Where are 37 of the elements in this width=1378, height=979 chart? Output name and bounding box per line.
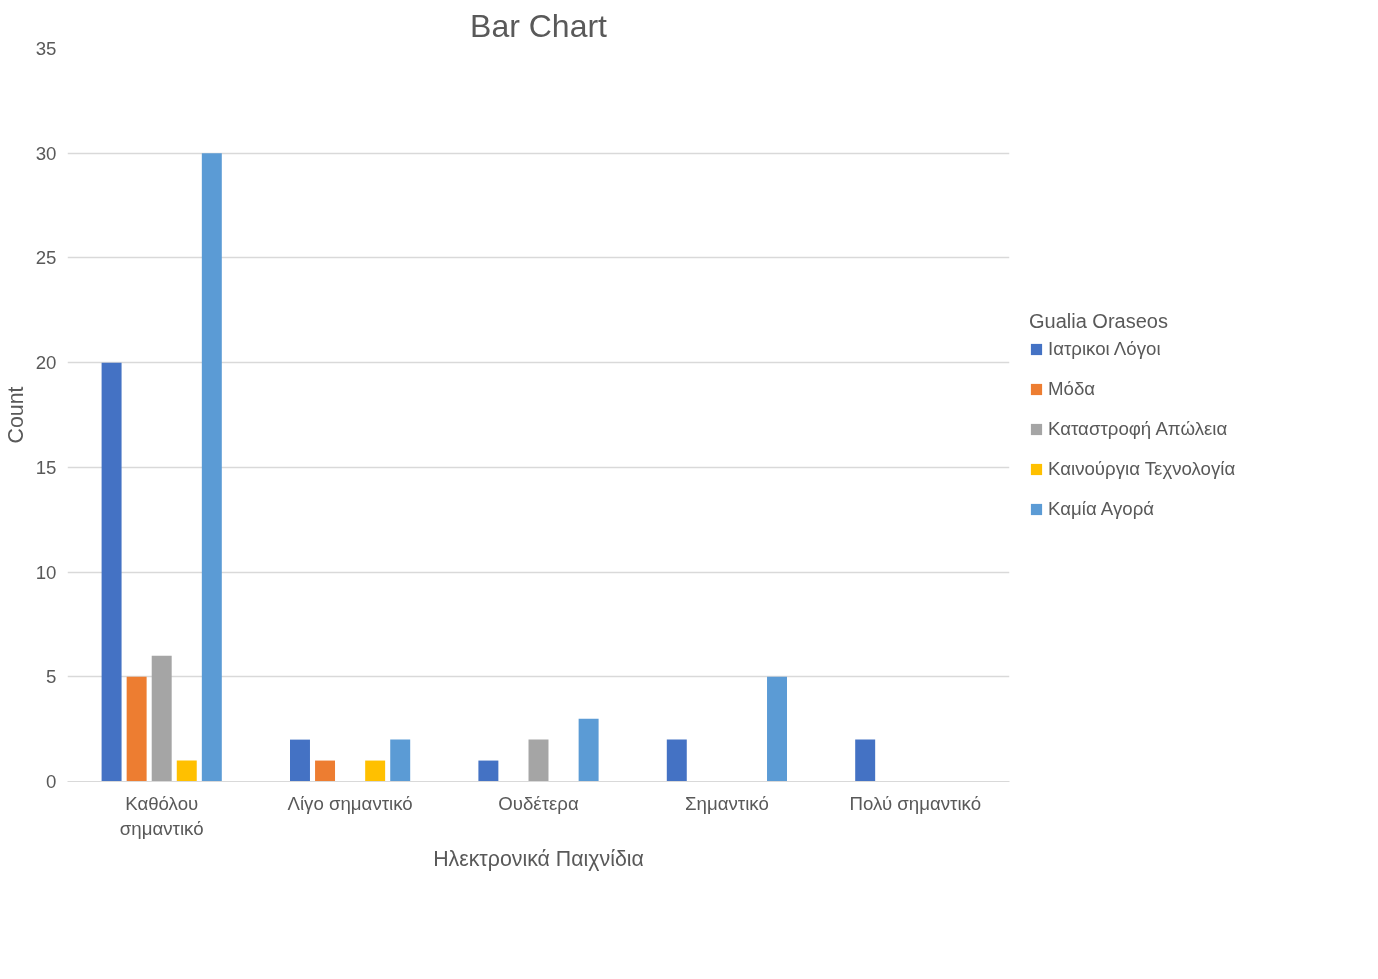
x-tick-label: Σημαντικό [685,792,769,814]
legend-label: Μόδα [1048,377,1096,400]
bar [666,739,687,782]
x-tick-label: Ουδέτερα [498,792,579,814]
bar [365,760,386,782]
bar [528,739,549,782]
bar [578,718,599,782]
x-tick-label: Καθόλου σημαντικό [119,792,204,839]
y-tick-label: 10 [35,561,57,583]
y-axis-title: Count [3,386,28,444]
bar [126,676,147,782]
y-tick-label: 25 [35,247,57,269]
y-tick-label: 30 [35,142,57,164]
bar [290,739,310,782]
bar [151,655,172,782]
x-axis-title: Ηλεκτρονικά Παιχνίδια [433,846,644,871]
chart-title: Bar Chart [470,7,608,44]
y-tick-label: 35 [35,38,57,59]
y-tick-label: 0 [46,771,57,792]
bar [478,760,499,782]
legend-label: Ιατρικοι Λόγοι [1048,337,1161,360]
legend-label: Καμία Αγορά [1048,497,1155,520]
bar [767,676,787,782]
x-tick-label: Λίγο σημαντικό [287,792,413,814]
legend-label: Καινούργια Τεχνολογία [1048,457,1236,480]
bar [390,739,411,782]
y-tick-label: 5 [46,666,57,688]
y-tick-label: 20 [35,352,57,374]
legend-title: Gualia Oraseos [1029,309,1169,333]
bar [176,760,197,782]
y-tick-label: 15 [35,456,57,478]
legend-label: Καταστροφή Απώλεια [1048,417,1228,440]
x-tick-label: Πολύ σημαντικό [849,792,982,814]
bar [315,760,336,782]
bar [855,739,876,782]
bar [101,362,122,782]
bar [201,153,222,782]
